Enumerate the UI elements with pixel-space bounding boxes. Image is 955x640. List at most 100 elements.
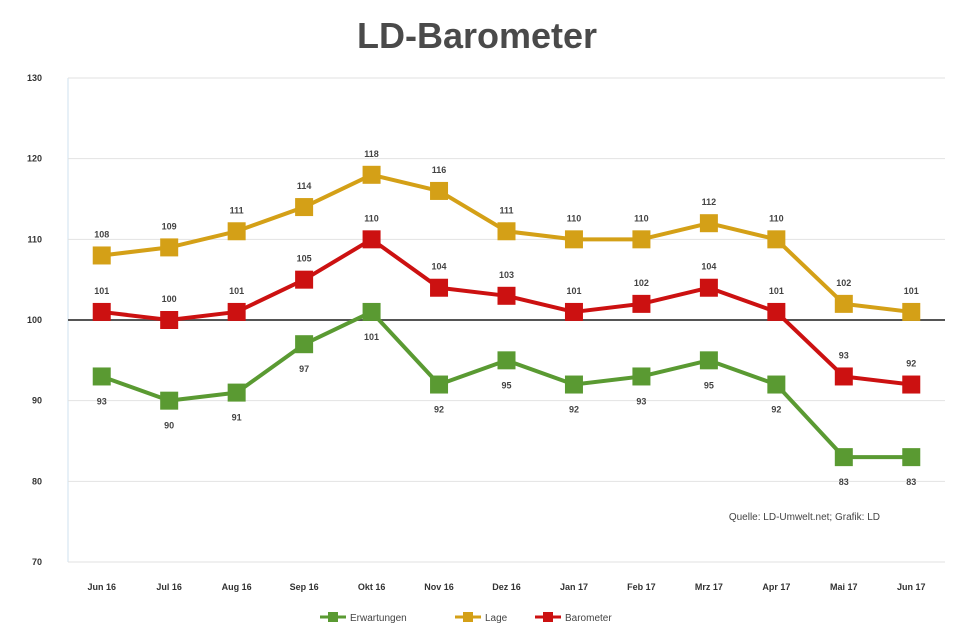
x-tick-label: Okt 16 bbox=[358, 582, 386, 592]
data-point bbox=[92, 367, 111, 386]
data-label: 92 bbox=[771, 405, 781, 415]
data-label: 110 bbox=[567, 213, 582, 223]
x-tick-label: Jun 17 bbox=[897, 582, 926, 592]
data-point bbox=[160, 311, 179, 329]
series-lage: 108 109 111 114 118 116 111 110 110 112 110 102 101 bbox=[92, 149, 921, 321]
legend-item-erwartungen: Erwartungen bbox=[320, 612, 407, 624]
data-point bbox=[632, 230, 651, 249]
y-tick-label: 70 bbox=[32, 557, 42, 567]
data-label: 93 bbox=[839, 350, 849, 360]
y-tick-label: 90 bbox=[32, 396, 42, 406]
data-point bbox=[632, 367, 651, 386]
data-point bbox=[632, 294, 651, 313]
data-point bbox=[430, 181, 449, 200]
data-label: 101 bbox=[364, 332, 379, 342]
data-point bbox=[430, 278, 449, 297]
source-note: Quelle: LD-Umwelt.net; Grafik: LD bbox=[729, 512, 880, 523]
data-point bbox=[497, 222, 516, 241]
x-tick-label: Aug 16 bbox=[222, 582, 252, 592]
data-label: 101 bbox=[904, 286, 919, 296]
data-label: 104 bbox=[432, 262, 447, 272]
data-point bbox=[497, 286, 516, 305]
grid bbox=[67, 77, 945, 563]
data-point bbox=[767, 302, 786, 321]
legend-label: Lage bbox=[485, 613, 508, 624]
legend-label: Barometer bbox=[565, 613, 612, 624]
data-label: 112 bbox=[702, 197, 717, 207]
data-label: 101 bbox=[94, 286, 109, 296]
data-label: 102 bbox=[634, 278, 649, 288]
data-point bbox=[362, 165, 381, 184]
x-tick-label: Jul 16 bbox=[156, 582, 182, 592]
data-label: 92 bbox=[434, 405, 444, 415]
data-label: 102 bbox=[836, 278, 851, 288]
data-point bbox=[699, 351, 718, 370]
data-label: 91 bbox=[232, 413, 242, 423]
y-axis: 70 80 90 100 110 120 130 bbox=[27, 73, 42, 567]
data-label: 83 bbox=[839, 477, 849, 487]
x-tick-label: Dez 16 bbox=[492, 582, 521, 592]
data-point bbox=[92, 302, 111, 321]
data-label: 100 bbox=[162, 294, 177, 304]
data-label: 110 bbox=[364, 213, 379, 223]
data-label: 93 bbox=[97, 396, 107, 406]
y-tick-label: 110 bbox=[27, 234, 42, 244]
data-point bbox=[295, 270, 314, 289]
x-tick-label: Apr 17 bbox=[762, 582, 790, 592]
data-label: 110 bbox=[634, 213, 649, 223]
data-label: 101 bbox=[229, 286, 244, 296]
data-label: 116 bbox=[432, 165, 447, 175]
y-tick-label: 120 bbox=[27, 154, 42, 164]
series-barometer: 101 100 101 105 110 104 103 101 102 104 101 93 92 bbox=[92, 213, 921, 394]
data-label: 108 bbox=[94, 229, 109, 239]
x-tick-label: Jan 17 bbox=[560, 582, 588, 592]
data-label: 110 bbox=[769, 213, 784, 223]
data-point bbox=[295, 335, 314, 354]
chart-title: LD-Barometer bbox=[357, 15, 597, 56]
data-point bbox=[362, 302, 381, 321]
y-tick-label: 130 bbox=[27, 73, 42, 83]
data-label: 83 bbox=[906, 477, 916, 487]
series-erwartungen: 93 90 91 97 101 92 95 92 93 95 92 83 83 bbox=[92, 302, 921, 487]
data-point bbox=[902, 302, 921, 321]
data-point bbox=[227, 383, 246, 402]
data-point bbox=[92, 246, 111, 265]
data-point bbox=[160, 238, 179, 257]
data-label: 111 bbox=[499, 205, 513, 215]
x-tick-label: Mrz 17 bbox=[695, 582, 723, 592]
data-point bbox=[699, 214, 718, 233]
data-point bbox=[564, 375, 583, 394]
data-label: 95 bbox=[501, 380, 511, 390]
data-label: 114 bbox=[297, 181, 312, 191]
data-point bbox=[834, 294, 853, 313]
x-tick-label: Jun 16 bbox=[87, 582, 116, 592]
data-label: 103 bbox=[499, 270, 514, 280]
data-label: 95 bbox=[704, 380, 714, 390]
data-point bbox=[227, 222, 246, 241]
data-point bbox=[767, 230, 786, 249]
data-point bbox=[430, 375, 449, 394]
legend-item-barometer: Barometer bbox=[535, 612, 612, 624]
data-point bbox=[160, 391, 179, 410]
data-label: 92 bbox=[906, 359, 916, 369]
data-point bbox=[564, 230, 583, 249]
y-tick-label: 80 bbox=[32, 476, 42, 486]
data-label: 93 bbox=[636, 396, 646, 406]
x-axis: Jun 16 Jul 16 Aug 16 Sep 16 Okt 16 Nov 16 Dez … bbox=[87, 582, 925, 592]
y-tick-label: 100 bbox=[27, 315, 42, 325]
data-point bbox=[699, 278, 718, 297]
data-label: 109 bbox=[162, 221, 177, 231]
legend-marker bbox=[543, 612, 553, 622]
data-label: 92 bbox=[569, 405, 579, 415]
data-point bbox=[767, 375, 786, 394]
data-label: 101 bbox=[566, 286, 581, 296]
legend-item-lage: Lage bbox=[455, 612, 508, 624]
legend-marker bbox=[328, 612, 338, 622]
data-label: 104 bbox=[701, 262, 716, 272]
data-point bbox=[227, 302, 246, 321]
x-tick-label: Mai 17 bbox=[830, 582, 858, 592]
data-point bbox=[902, 375, 921, 394]
x-tick-label: Feb 17 bbox=[627, 582, 656, 592]
